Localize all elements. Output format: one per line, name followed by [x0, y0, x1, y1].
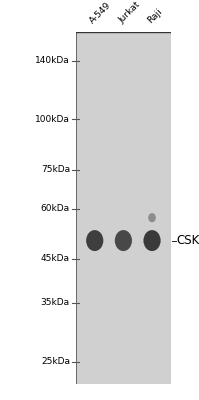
- Text: 75kDa: 75kDa: [41, 165, 70, 174]
- Text: A-549: A-549: [88, 0, 113, 25]
- Text: 25kDa: 25kDa: [41, 357, 70, 366]
- Text: Jurkat: Jurkat: [117, 0, 142, 25]
- Text: Raji: Raji: [146, 7, 164, 25]
- Ellipse shape: [143, 230, 161, 251]
- Text: CSK: CSK: [177, 234, 199, 247]
- Ellipse shape: [115, 230, 132, 251]
- Text: 100kDa: 100kDa: [35, 115, 70, 124]
- Ellipse shape: [148, 213, 156, 222]
- Ellipse shape: [86, 230, 103, 251]
- Text: 45kDa: 45kDa: [41, 254, 70, 264]
- Text: 140kDa: 140kDa: [35, 56, 70, 65]
- Text: 35kDa: 35kDa: [41, 298, 70, 307]
- Text: 60kDa: 60kDa: [41, 204, 70, 213]
